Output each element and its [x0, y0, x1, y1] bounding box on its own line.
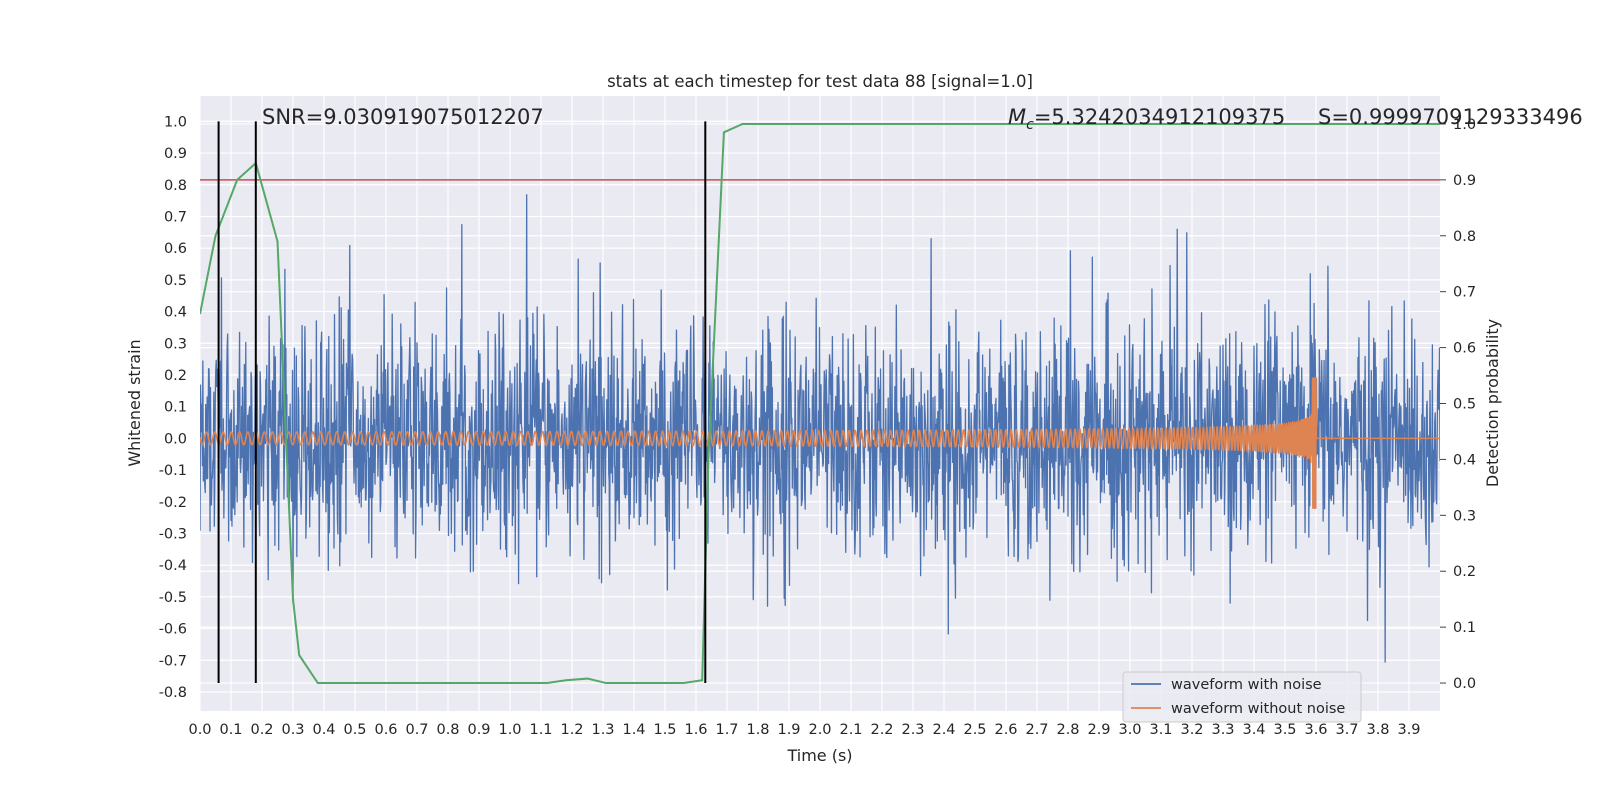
x-tick-label: 0.3: [281, 722, 304, 738]
x-tick-label: 0.2: [250, 722, 273, 738]
x-tick-label: 0.9: [467, 722, 490, 738]
y-tick-labels: 1.0 0.9 0.8 0.7 0.6 0.5 0.4 0.3 0.2 0.1 0.0 -0.1 -0.…: [159, 114, 187, 701]
x-tick-label: 2.4: [932, 722, 955, 738]
y2-tick-label: 0.0: [1453, 676, 1476, 692]
x-tick-label: 3.0: [1118, 722, 1141, 738]
y-tick-label: -0.4: [159, 558, 187, 574]
y2-tick-label: 0.2: [1453, 564, 1476, 580]
y-tick-label: 1.0: [164, 114, 187, 130]
x-tick-label: 3.8: [1366, 722, 1389, 738]
y-tick-label: -0.2: [159, 495, 187, 511]
chirp-mass-annotation: Mc=5.3242034912109375: [1008, 105, 1285, 133]
y-tick-label: 0.3: [164, 336, 187, 352]
x-tick-label: 1.3: [591, 722, 614, 738]
x-tick-label: 1.2: [560, 722, 583, 738]
y2-tick-label: 0.9: [1453, 173, 1476, 189]
y-tick-label: -0.1: [159, 463, 187, 479]
y-tick-label: -0.8: [159, 685, 187, 701]
x-tick-label: 2.7: [1025, 722, 1048, 738]
y-tick-label: 0.0: [164, 431, 187, 447]
y2-tick-label: 0.7: [1453, 285, 1476, 301]
y2-tick-label: 0.3: [1453, 508, 1476, 524]
y-axis-label: Whitened strain: [125, 339, 144, 466]
x-tick-label: 1.5: [653, 722, 676, 738]
x-tick-label: 1.0: [498, 722, 521, 738]
x-tick-label: 2.5: [963, 722, 986, 738]
x-tick-label: 0.6: [374, 722, 397, 738]
x-tick-label: 0.7: [405, 722, 428, 738]
y2-tick-labels: 1.0 0.9 0.8 0.7 0.6 0.5 0.4 0.3 0.2 0.1 0.0: [1440, 117, 1476, 692]
y2-tick-label: 0.1: [1453, 620, 1476, 636]
chart-title: stats at each timestep for test data 88 …: [607, 72, 1033, 91]
legend: waveform with noise waveform without noi…: [1122, 671, 1362, 723]
legend-label-noise: waveform with noise: [1171, 677, 1322, 693]
x-tick-label: 1.6: [684, 722, 707, 738]
x-tick-label: 3.2: [1180, 722, 1203, 738]
x-tick-label: 1.9: [777, 722, 800, 738]
y-tick-label: 0.4: [164, 305, 187, 321]
y-tick-label: 0.2: [164, 368, 187, 384]
y2-tick-label: 0.4: [1453, 452, 1476, 468]
y-tick-label: 0.5: [164, 273, 187, 289]
x-tick-label: 3.4: [1242, 722, 1265, 738]
y-tick-label: 0.1: [164, 400, 187, 416]
x-tick-label: 2.9: [1087, 722, 1110, 738]
x-tick-label: 0.0: [188, 722, 211, 738]
score-annotation: S=0.9999709129333496: [1318, 105, 1583, 129]
x-tick-labels: 0.0 0.1 0.2 0.3 0.4 0.5 0.6 0.7 0.8 0.9 1.0 1.1 1.2 1…: [188, 722, 1420, 738]
y2-tick-label: 0.5: [1453, 397, 1476, 413]
legend-box: [1122, 671, 1362, 723]
x-tick-label: 2.3: [901, 722, 924, 738]
y2-tick-label: 1.0: [1453, 117, 1476, 133]
x-axis-label: Time (s): [786, 746, 852, 765]
x-tick-label: 3.5: [1273, 722, 1296, 738]
y-tick-label: 0.7: [164, 209, 187, 225]
x-tick-label: 1.4: [622, 722, 645, 738]
x-tick-label: 3.1: [1149, 722, 1172, 738]
waveform-without-noise-line: [200, 377, 1440, 509]
y-tick-label: 0.6: [164, 241, 187, 257]
y-tick-label: -0.3: [159, 526, 187, 542]
x-tick-label: 0.4: [312, 722, 335, 738]
x-tick-label: 3.9: [1397, 722, 1420, 738]
x-tick-label: 2.2: [870, 722, 893, 738]
x-tick-label: 3.7: [1335, 722, 1358, 738]
x-tick-label: 2.1: [839, 722, 862, 738]
y2-tick-label: 0.8: [1453, 229, 1476, 245]
data-layer: [200, 121, 1440, 685]
x-tick-label: 0.1: [219, 722, 242, 738]
chirp-mass-subscript: c: [1026, 117, 1034, 133]
y-tick-label: -0.5: [159, 590, 187, 606]
y2-axis-label: Detection probability: [1483, 319, 1502, 487]
x-tick-label: 0.5: [343, 722, 366, 738]
y-tick-label: -0.7: [159, 653, 187, 669]
plot-area: [200, 121, 1440, 685]
x-tick-label: 3.3: [1211, 722, 1234, 738]
chirp-mass-symbol: M: [1008, 105, 1026, 129]
x-tick-label: 2.6: [994, 722, 1017, 738]
x-tick-label: 3.6: [1304, 722, 1327, 738]
x-tick-label: 1.1: [529, 722, 552, 738]
snr-annotation: SNR=9.030919075012207: [262, 105, 544, 129]
x-tick-label: 2.8: [1056, 722, 1079, 738]
chirp-mass-value: =5.3242034912109375: [1034, 105, 1285, 129]
y-tick-label: 0.8: [164, 178, 187, 194]
x-tick-label: 0.8: [436, 722, 459, 738]
y-tick-label: 0.9: [164, 146, 187, 162]
y-tick-label: -0.6: [159, 622, 187, 638]
y2-tick-label: 0.6: [1453, 341, 1476, 357]
legend-label-clean: waveform without noise: [1171, 701, 1345, 717]
x-tick-label: 2.0: [808, 722, 831, 738]
x-tick-label: 1.7: [715, 722, 738, 738]
x-tick-label: 1.8: [746, 722, 769, 738]
